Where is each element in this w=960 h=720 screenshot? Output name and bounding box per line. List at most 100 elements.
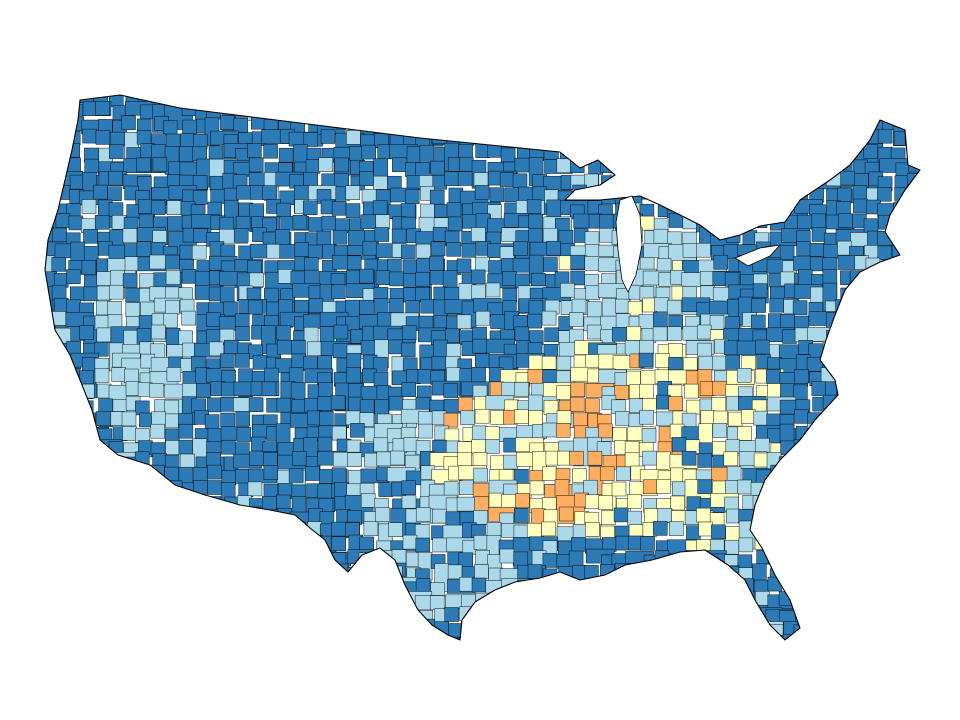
county xyxy=(512,173,528,189)
county xyxy=(321,105,336,121)
county xyxy=(460,410,475,426)
county xyxy=(879,380,895,396)
county xyxy=(136,578,152,594)
county xyxy=(84,581,113,610)
county xyxy=(235,326,250,341)
county xyxy=(252,540,267,555)
county xyxy=(826,609,841,625)
county xyxy=(921,148,935,162)
county xyxy=(560,282,575,298)
county xyxy=(783,520,799,536)
county xyxy=(738,537,754,553)
county xyxy=(235,95,251,107)
county xyxy=(290,582,305,598)
county xyxy=(725,592,740,607)
county xyxy=(863,605,879,621)
county xyxy=(55,382,70,398)
county xyxy=(779,549,794,565)
county xyxy=(139,480,155,495)
county xyxy=(53,607,69,622)
county xyxy=(205,595,220,610)
county xyxy=(373,356,388,372)
county xyxy=(81,199,97,214)
county xyxy=(838,481,868,497)
county xyxy=(795,510,810,525)
county xyxy=(45,412,54,442)
county xyxy=(294,591,323,606)
county xyxy=(640,621,669,636)
county xyxy=(121,621,150,637)
county xyxy=(767,383,782,398)
county xyxy=(670,553,686,583)
county xyxy=(821,493,836,509)
county xyxy=(93,184,108,200)
county xyxy=(166,367,182,382)
county xyxy=(810,538,839,553)
county xyxy=(866,636,881,640)
county xyxy=(192,563,207,579)
county xyxy=(602,605,617,621)
county xyxy=(248,506,264,522)
county xyxy=(178,605,208,620)
county xyxy=(372,200,388,215)
county xyxy=(543,227,558,243)
county xyxy=(923,119,937,133)
county xyxy=(909,101,920,116)
county xyxy=(264,596,294,611)
county xyxy=(709,315,725,330)
county xyxy=(572,184,587,200)
county xyxy=(653,95,669,107)
county xyxy=(557,608,573,623)
county xyxy=(364,622,380,638)
county xyxy=(84,158,99,174)
county xyxy=(358,552,374,567)
county xyxy=(388,339,403,355)
county xyxy=(304,257,319,272)
county xyxy=(769,496,785,512)
county xyxy=(853,198,868,214)
county xyxy=(557,116,572,131)
county xyxy=(797,131,813,146)
county xyxy=(751,298,766,313)
county xyxy=(600,158,616,173)
county xyxy=(45,484,70,499)
county xyxy=(164,399,179,415)
county xyxy=(840,170,855,186)
county xyxy=(322,635,337,640)
county xyxy=(489,187,505,202)
county xyxy=(178,439,194,455)
county xyxy=(45,539,52,555)
county xyxy=(797,468,813,483)
county xyxy=(45,468,54,498)
county xyxy=(265,553,281,583)
county xyxy=(504,607,519,622)
lake-erie xyxy=(734,244,782,267)
county xyxy=(443,412,459,428)
county xyxy=(598,495,613,510)
county xyxy=(402,259,418,275)
county xyxy=(698,566,728,596)
county xyxy=(923,255,937,269)
county xyxy=(736,368,752,383)
county xyxy=(330,395,346,410)
county xyxy=(485,95,514,117)
county xyxy=(190,595,206,610)
county xyxy=(711,397,727,412)
county xyxy=(905,539,920,554)
county xyxy=(233,508,248,523)
county xyxy=(597,623,612,639)
county xyxy=(305,466,320,481)
county xyxy=(778,456,794,485)
county xyxy=(278,147,294,163)
county xyxy=(432,439,447,455)
county xyxy=(559,580,588,595)
county xyxy=(68,496,98,511)
county xyxy=(45,132,52,148)
county xyxy=(737,554,753,570)
county xyxy=(612,427,627,442)
county xyxy=(68,466,83,481)
county xyxy=(918,440,920,456)
county xyxy=(125,551,155,580)
county xyxy=(124,243,139,258)
county xyxy=(490,116,519,145)
